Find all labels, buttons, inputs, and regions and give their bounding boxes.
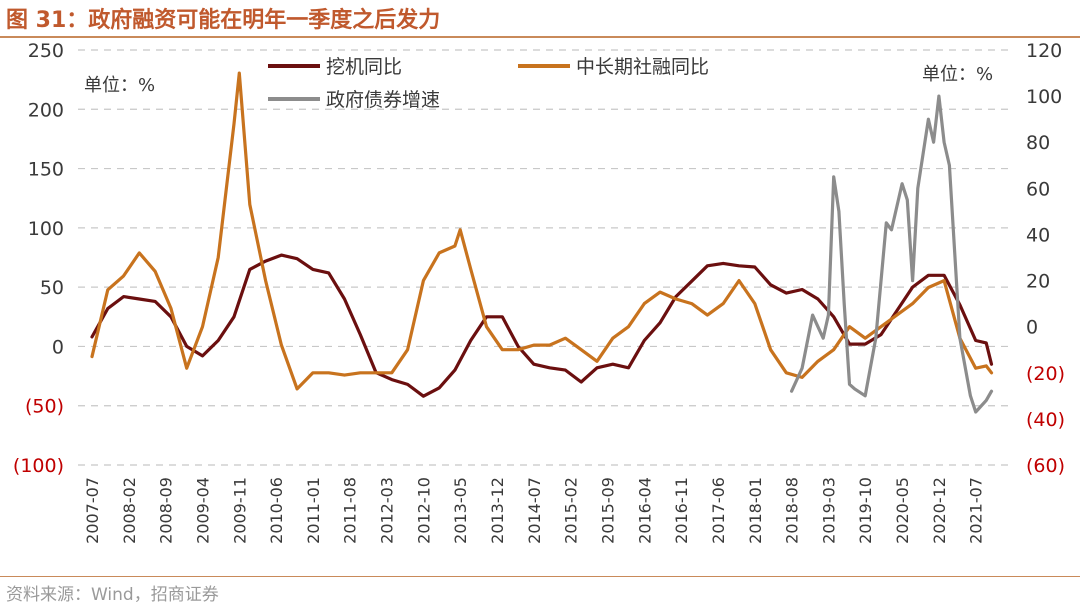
x-tick-label: 2009-04 <box>193 477 212 544</box>
x-tick-label: 2008-02 <box>120 477 139 544</box>
left-tick-label: 100 <box>28 218 64 240</box>
x-axis: 2007-07 2008-02 2008-09 2009-04 2009-11 2010-… <box>83 477 986 544</box>
x-tick-label: 2013-05 <box>451 477 470 544</box>
right-tick-label: 20 <box>1026 271 1050 293</box>
x-tick-label: 2012-10 <box>414 477 433 544</box>
right-unit-label: 单位：% <box>922 64 993 85</box>
source-divider <box>0 576 1080 577</box>
left-tick-label: 50 <box>40 277 64 299</box>
x-tick-label: 2014-07 <box>525 477 544 544</box>
x-tick-label: 2020-05 <box>893 477 912 544</box>
series-lines <box>90 71 994 414</box>
x-tick-label: 2007-07 <box>83 477 102 544</box>
x-tick-label: 2010-06 <box>267 477 286 544</box>
left-tick-label: (100) <box>13 455 64 477</box>
series-line <box>790 94 994 414</box>
x-tick-label: 2016-11 <box>672 477 691 544</box>
x-tick-label: 2008-09 <box>157 477 176 544</box>
right-tick-label: 60 <box>1026 178 1050 200</box>
x-tick-label: 2011-01 <box>304 477 323 544</box>
right-axis: 120 100 80 60 40 20 0 (20) (40) (60) <box>1026 40 1065 477</box>
x-tick-label: 2021-07 <box>967 477 986 544</box>
left-tick-label: (50) <box>25 396 64 418</box>
legend-label: 中长期社融同比 <box>576 56 709 78</box>
right-tick-label: (40) <box>1026 409 1065 431</box>
series-line <box>90 71 994 391</box>
right-tick-label: 0 <box>1026 317 1038 339</box>
right-tick-label: 80 <box>1026 132 1050 154</box>
x-tick-label: 2015-09 <box>598 477 617 544</box>
x-tick-label: 2015-02 <box>562 477 581 544</box>
x-tick-label: 2009-11 <box>230 477 249 544</box>
x-tick-label: 2017-06 <box>709 477 728 544</box>
legend-label: 挖机同比 <box>326 56 402 78</box>
legend-label: 政府债券增速 <box>326 89 440 111</box>
title-divider <box>0 36 1080 38</box>
x-tick-label: 2012-03 <box>378 477 397 544</box>
x-tick-label: 2013-12 <box>488 477 507 544</box>
right-tick-label: (20) <box>1026 363 1065 385</box>
x-tick-label: 2019-03 <box>819 477 838 544</box>
right-tick-label: 100 <box>1026 86 1062 108</box>
left-unit-label: 单位：% <box>84 75 155 96</box>
left-tick-label: 0 <box>52 336 64 358</box>
x-tick-label: 2016-04 <box>635 477 654 544</box>
right-tick-label: 40 <box>1026 224 1050 246</box>
x-tick-label: 2011-08 <box>341 477 360 544</box>
left-tick-label: 150 <box>28 159 64 181</box>
left-tick-label: 200 <box>28 99 64 121</box>
x-tick-label: 2020-12 <box>930 477 949 544</box>
chart-title: 图 31：政府融资可能在明年一季度之后发力 <box>6 8 441 33</box>
series-line <box>90 253 994 398</box>
right-tick-label: (60) <box>1026 455 1065 477</box>
source-note: 资料来源：Wind，招商证券 <box>6 585 219 605</box>
x-tick-label: 2018-08 <box>783 477 802 544</box>
right-tick-label: 120 <box>1026 40 1062 62</box>
x-tick-label: 2019-10 <box>856 477 875 544</box>
left-tick-label: 250 <box>28 40 64 62</box>
left-axis: 250 200 150 100 50 0 (50) (100) <box>13 40 64 477</box>
x-tick-label: 2018-01 <box>746 477 765 544</box>
